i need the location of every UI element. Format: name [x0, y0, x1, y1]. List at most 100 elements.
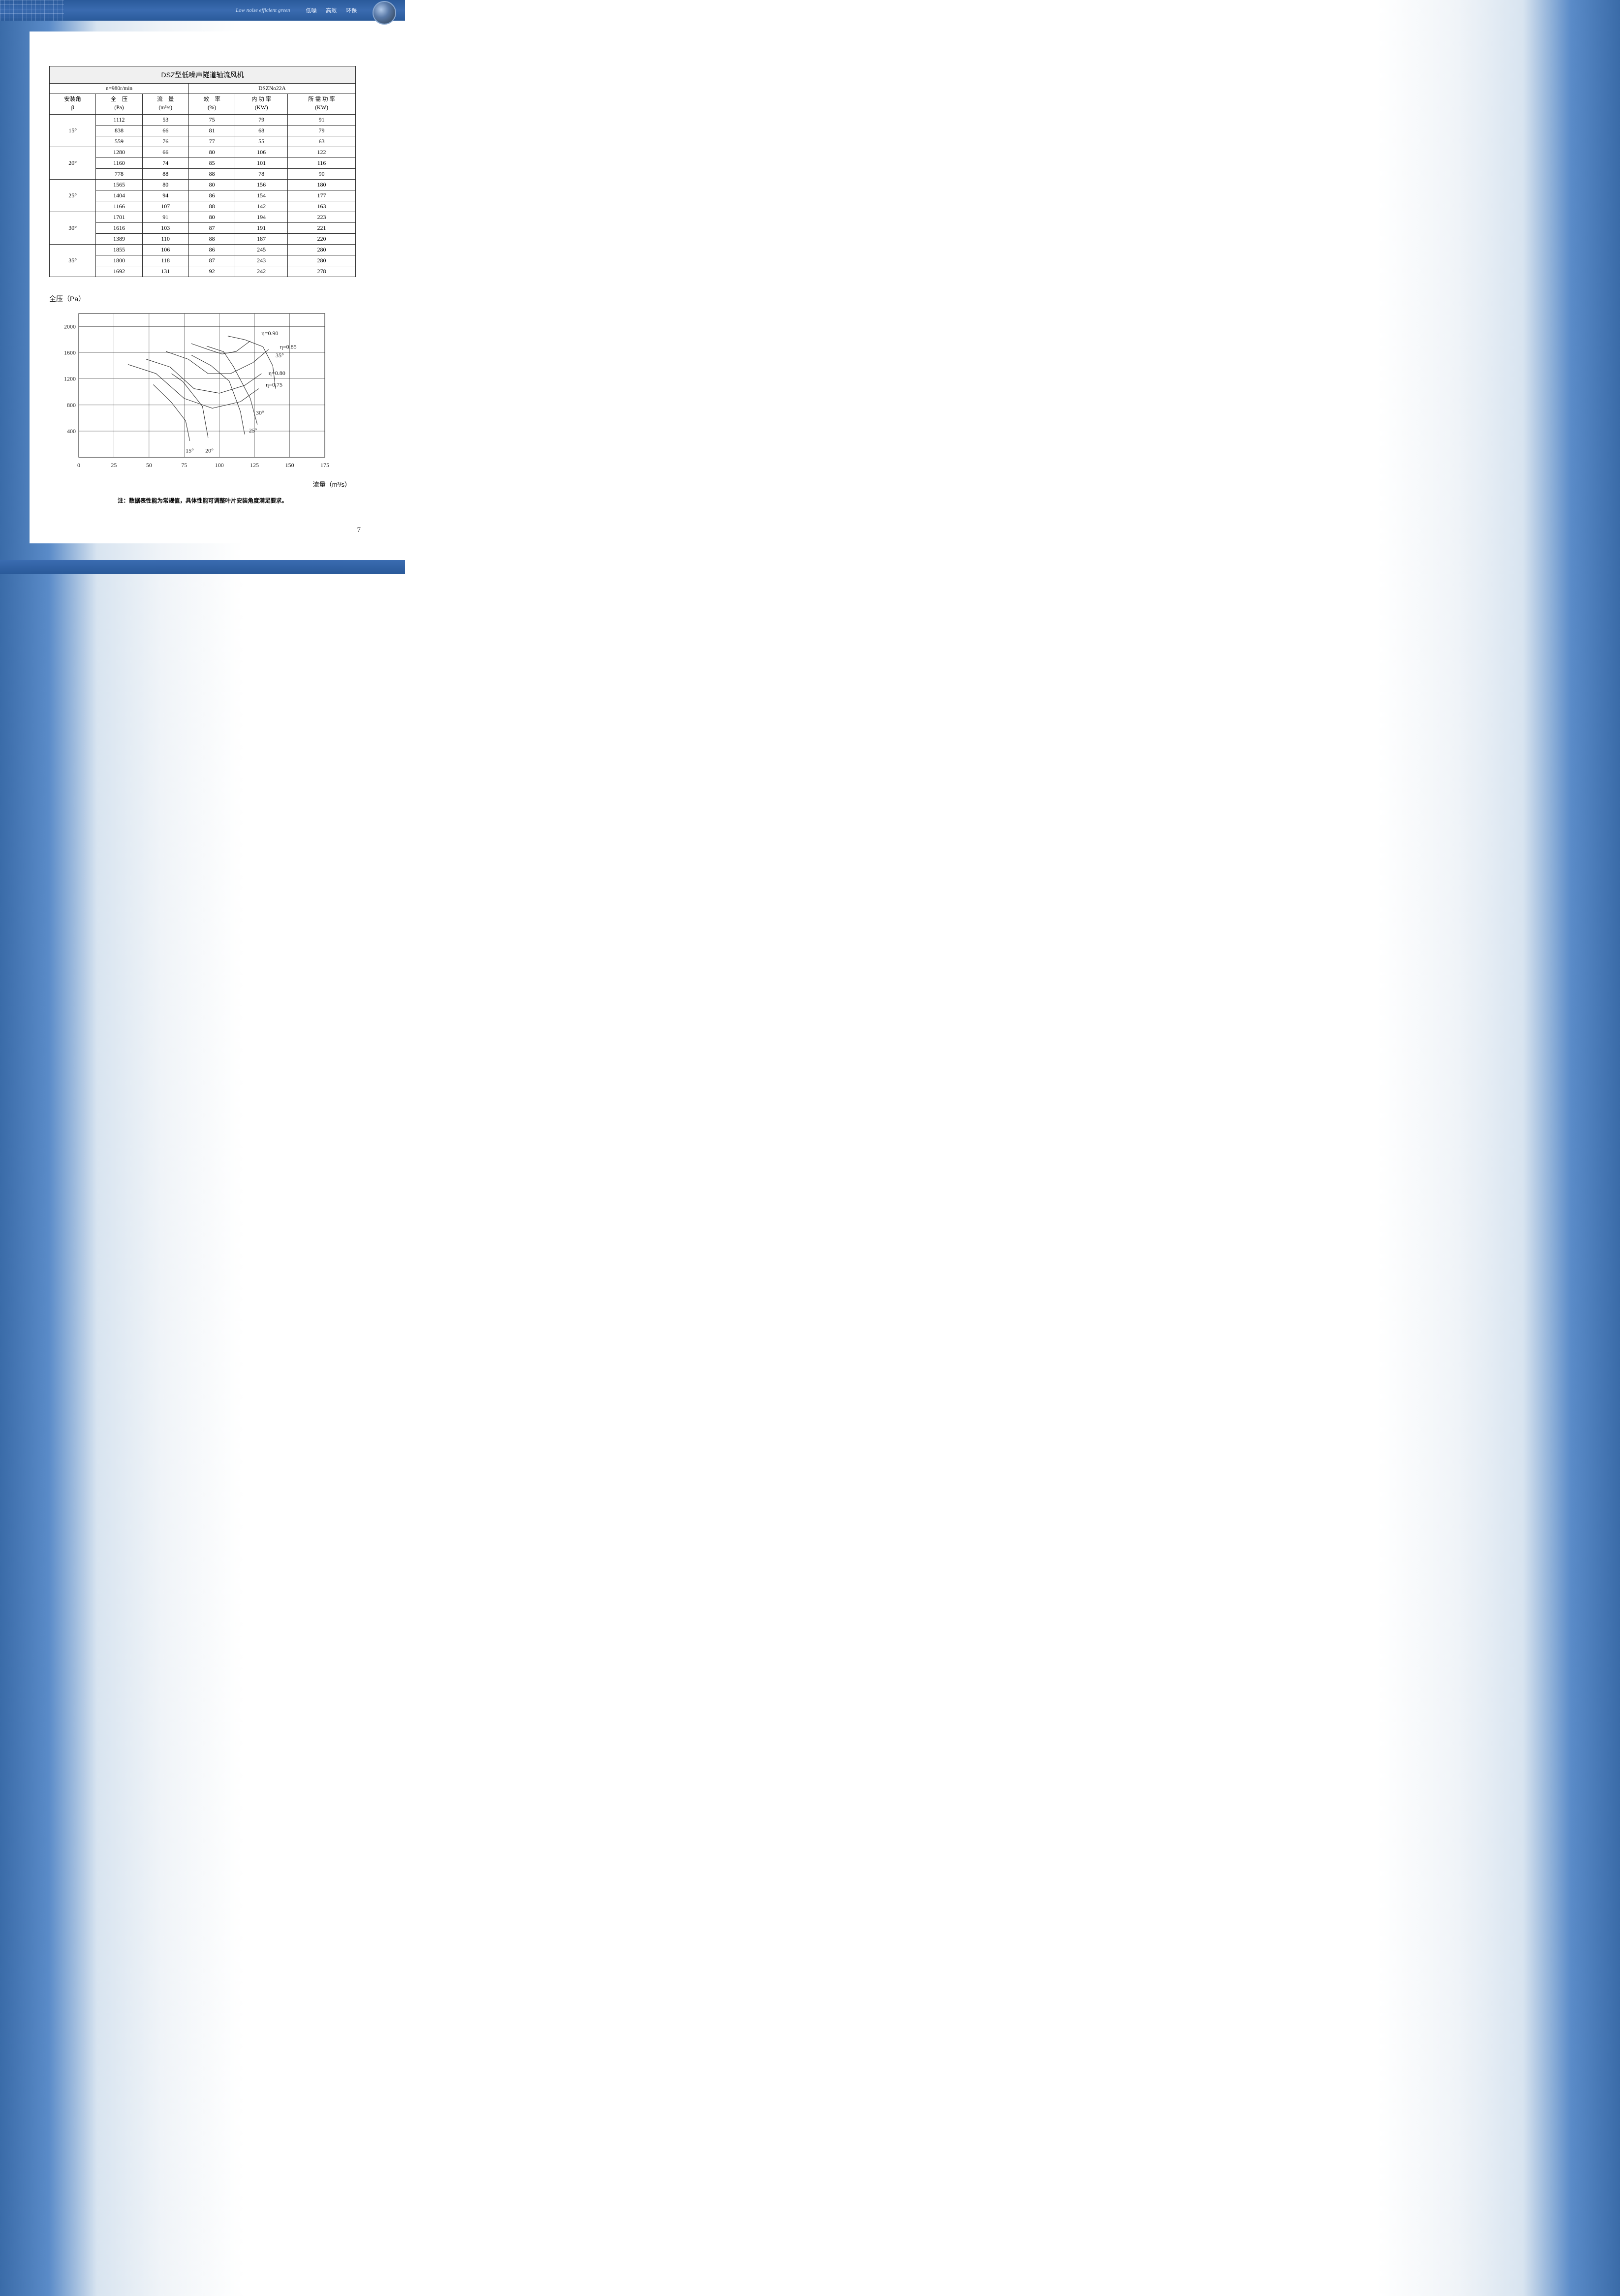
data-cell: 1701 — [96, 212, 142, 222]
data-cell: 180 — [288, 179, 356, 190]
data-cell: 87 — [188, 255, 235, 266]
data-cell: 194 — [235, 212, 288, 222]
data-cell: 74 — [142, 157, 188, 168]
column-header: 全 压(Pa) — [96, 94, 142, 115]
data-cell: 1166 — [96, 201, 142, 212]
data-cell: 1112 — [96, 114, 142, 125]
data-cell: 1280 — [96, 147, 142, 157]
data-cell: 245 — [235, 244, 288, 255]
data-cell: 221 — [288, 222, 356, 233]
svg-text:1200: 1200 — [64, 375, 76, 382]
column-header: 流 量(m³/s) — [142, 94, 188, 115]
data-cell: 76 — [142, 136, 188, 147]
svg-text:2000: 2000 — [64, 323, 76, 330]
chart-y-title: 全压（Pa） — [49, 294, 356, 304]
header-grid-pattern — [0, 0, 64, 21]
data-cell: 1800 — [96, 255, 142, 266]
page-content: DSZ型低噪声隧道轴流风机 n=980r/min DSZNo22A 安装角β全 … — [30, 31, 375, 543]
data-cell: 220 — [288, 233, 356, 244]
svg-text:0: 0 — [77, 462, 80, 469]
data-cell: 559 — [96, 136, 142, 147]
svg-text:25°: 25° — [249, 427, 257, 434]
data-cell: 1565 — [96, 179, 142, 190]
svg-text:η=0.90: η=0.90 — [261, 329, 278, 336]
column-header: 安装角β — [50, 94, 96, 115]
svg-text:η=0.75: η=0.75 — [266, 381, 282, 388]
data-cell: 81 — [188, 125, 235, 136]
data-cell: 1616 — [96, 222, 142, 233]
data-cell: 106 — [142, 244, 188, 255]
data-cell: 110 — [142, 233, 188, 244]
svg-text:η=0.80: η=0.80 — [269, 369, 285, 376]
data-cell: 80 — [188, 212, 235, 222]
svg-text:75: 75 — [181, 462, 187, 469]
data-cell: 87 — [188, 222, 235, 233]
data-cell: 91 — [142, 212, 188, 222]
data-cell: 88 — [142, 168, 188, 179]
header-band: Low noise efficient green 低噪 高效 环保 — [0, 0, 405, 21]
data-cell: 154 — [235, 190, 288, 201]
table-title: DSZ型低噪声隧道轴流风机 — [50, 66, 356, 84]
angle-cell: 25° — [50, 179, 96, 212]
data-cell: 86 — [188, 190, 235, 201]
data-cell: 66 — [142, 125, 188, 136]
data-cell: 66 — [142, 147, 188, 157]
data-cell: 80 — [142, 179, 188, 190]
data-cell: 191 — [235, 222, 288, 233]
data-cell: 55 — [235, 136, 288, 147]
data-cell: 243 — [235, 255, 288, 266]
table-row: 35°185510686245280 — [50, 244, 356, 255]
angle-cell: 35° — [50, 244, 96, 277]
data-cell: 79 — [235, 114, 288, 125]
data-cell: 88 — [188, 168, 235, 179]
data-cell: 75 — [188, 114, 235, 125]
page-number: 7 — [357, 526, 361, 535]
svg-text:150: 150 — [285, 462, 294, 469]
table-row: 30°17019180194223 — [50, 212, 356, 222]
data-cell: 223 — [288, 212, 356, 222]
angle-cell: 20° — [50, 147, 96, 179]
data-cell: 107 — [142, 201, 188, 212]
svg-text:η=0.85: η=0.85 — [280, 343, 297, 350]
data-cell: 156 — [235, 179, 288, 190]
data-cell: 80 — [188, 147, 235, 157]
header-tagline-en: Low noise efficient green — [236, 7, 290, 13]
svg-text:800: 800 — [67, 401, 76, 408]
data-cell: 53 — [142, 114, 188, 125]
data-cell: 94 — [142, 190, 188, 201]
performance-table: DSZ型低噪声隧道轴流风机 n=980r/min DSZNo22A 安装角β全 … — [49, 66, 356, 277]
header-emblem-icon — [373, 1, 396, 25]
data-cell: 78 — [235, 168, 288, 179]
data-cell: 177 — [288, 190, 356, 201]
column-header: 内 功 率(KW) — [235, 94, 288, 115]
performance-chart: 025507510012515017540080012001600200015°… — [55, 309, 356, 473]
table-row: 20°12806680106122 — [50, 147, 356, 157]
table-row: 25°15658080156180 — [50, 179, 356, 190]
svg-text:50: 50 — [146, 462, 152, 469]
svg-text:15°: 15° — [186, 447, 194, 454]
data-cell: 122 — [288, 147, 356, 157]
table-speed: n=980r/min — [50, 84, 189, 94]
data-cell: 1692 — [96, 266, 142, 277]
data-cell: 80 — [188, 179, 235, 190]
data-cell: 1404 — [96, 190, 142, 201]
data-cell: 278 — [288, 266, 356, 277]
data-cell: 131 — [142, 266, 188, 277]
data-cell: 79 — [288, 125, 356, 136]
data-cell: 116 — [288, 157, 356, 168]
column-header: 所 需 功 率(KW) — [288, 94, 356, 115]
svg-text:175: 175 — [320, 462, 329, 469]
data-cell: 778 — [96, 168, 142, 179]
data-cell: 88 — [188, 201, 235, 212]
data-cell: 280 — [288, 255, 356, 266]
data-cell: 91 — [288, 114, 356, 125]
data-cell: 88 — [188, 233, 235, 244]
svg-text:25: 25 — [111, 462, 117, 469]
data-cell: 86 — [188, 244, 235, 255]
data-cell: 1160 — [96, 157, 142, 168]
data-cell: 103 — [142, 222, 188, 233]
data-cell: 90 — [288, 168, 356, 179]
svg-text:35°: 35° — [276, 351, 284, 358]
data-cell: 106 — [235, 147, 288, 157]
column-header: 效 率(%) — [188, 94, 235, 115]
